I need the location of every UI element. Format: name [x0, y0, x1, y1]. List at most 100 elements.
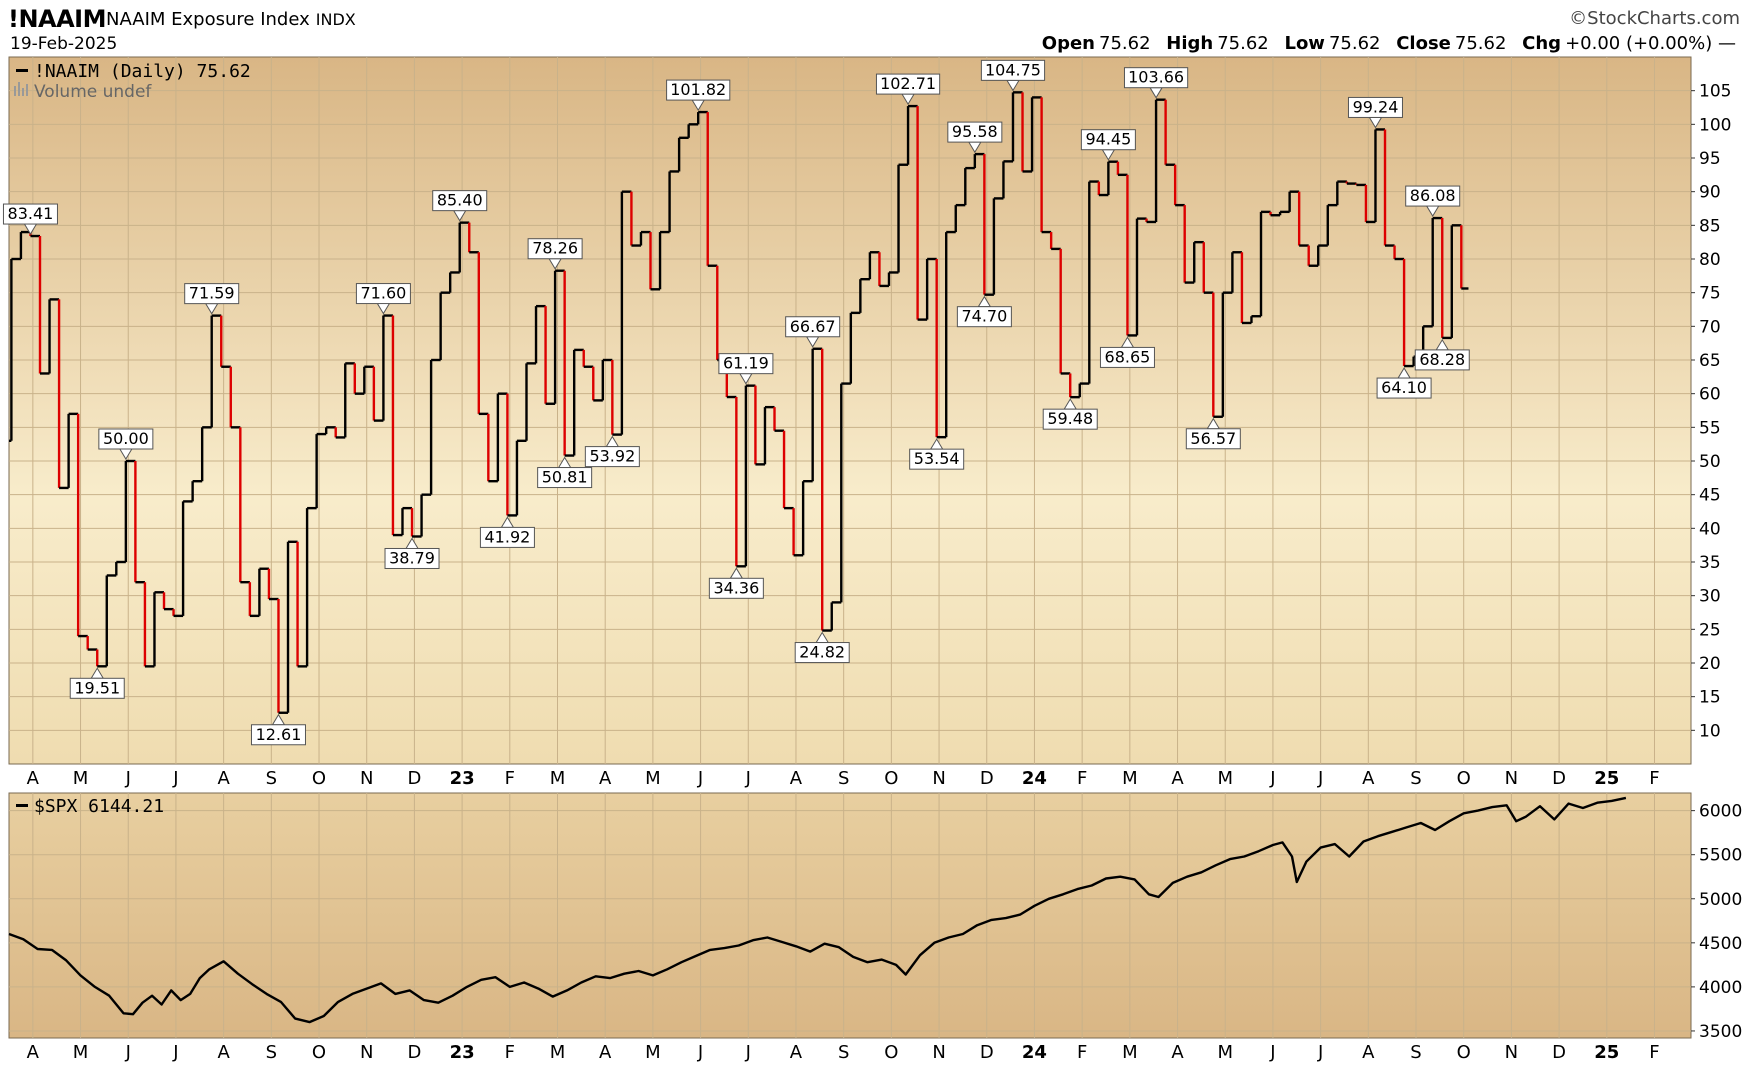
- open-value: 75.62: [1099, 33, 1151, 54]
- annotation-label: 64.10: [1381, 378, 1427, 397]
- annotation-box: [584, 446, 640, 468]
- x-tick-label: 23: [450, 1042, 475, 1063]
- x-tick-label: A: [790, 768, 803, 789]
- y-tick-label: 15: [1699, 688, 1721, 708]
- spx-axes: A M J J A S O N D 23 F M A M J J A S O N D 24 F M A M J J A S O N D 25 F 35…: [27, 802, 1743, 1063]
- x-tick-label: A: [1362, 1042, 1375, 1063]
- annotation-box: [1405, 185, 1461, 207]
- y-tick-label: 45: [1699, 486, 1721, 506]
- annotation-box: [1347, 96, 1403, 118]
- annotation-box: [184, 283, 240, 305]
- x-tick-label: M: [550, 1042, 566, 1063]
- x-tick-label: J: [125, 768, 131, 789]
- annotation-box: [947, 121, 1003, 143]
- legend-line-icon: [16, 69, 28, 72]
- x-tick-label: D: [1552, 1042, 1566, 1063]
- annotation-box: [785, 316, 841, 338]
- annotation-box: [1414, 349, 1470, 371]
- annotation-box: [875, 73, 941, 95]
- annotation-label: 104.75: [985, 60, 1041, 79]
- spx-grid: [9, 793, 1691, 1038]
- volume-bar-icon: [26, 84, 28, 96]
- x-tick-label: S: [838, 768, 849, 789]
- annotation-label: 101.82: [670, 80, 726, 99]
- chart-date: 19-Feb-2025: [10, 34, 118, 54]
- x-tick-label: 23: [450, 768, 475, 789]
- x-tick-label: S: [266, 1042, 277, 1063]
- x-tick-label: O: [1457, 1042, 1471, 1063]
- low-label: Low: [1284, 33, 1325, 54]
- low-value: 75.62: [1328, 33, 1381, 54]
- annotation-label: 95.58: [952, 122, 998, 141]
- x-tick-label: M: [1217, 768, 1233, 789]
- y-tick-label: 50: [1699, 452, 1721, 472]
- x-tick-label: N: [360, 768, 373, 789]
- x-tick-label: 24: [1022, 768, 1047, 789]
- x-tick-label: F: [1077, 768, 1087, 789]
- annotation-label: 74.70: [961, 307, 1007, 326]
- annotation-box: [1080, 129, 1136, 151]
- annotation-box: [527, 238, 583, 260]
- x-tick-label: O: [884, 1042, 898, 1063]
- naaim-legend-text: !NAAIM (Daily) 75.62: [34, 61, 251, 82]
- annotation-label: 53.54: [914, 449, 960, 468]
- x-tick-label: J: [1317, 768, 1323, 789]
- annotation-box: [355, 283, 411, 305]
- x-tick-label: J: [1317, 1042, 1323, 1063]
- x-tick-label: J: [697, 1042, 703, 1063]
- annotation-box: [2, 203, 58, 225]
- volume-bar-icon: [14, 86, 16, 96]
- exchange-label: INDX: [315, 10, 356, 29]
- y-tick-label: 30: [1699, 587, 1721, 607]
- y-tick-label: 100: [1699, 115, 1731, 135]
- x-tick-label: N: [1505, 1042, 1518, 1063]
- y-tick-label: 65: [1699, 351, 1721, 371]
- annotation-label: 71.60: [361, 284, 407, 303]
- annotation-label: 99.24: [1353, 97, 1399, 116]
- index-description: NAAIM Exposure Index INDX: [106, 9, 356, 30]
- annotation-label: 83.41: [8, 204, 54, 223]
- annotation-label: 34.36: [713, 578, 759, 597]
- x-tick-label: A: [217, 768, 230, 789]
- x-tick-label: M: [645, 1042, 661, 1063]
- x-tick-label: N: [932, 768, 945, 789]
- annotation-label: 56.57: [1190, 429, 1236, 448]
- x-tick-label: J: [745, 1042, 751, 1063]
- spx-plot: [8, 796, 1627, 1024]
- annotation-label: 50.81: [542, 468, 588, 487]
- x-tick-label: S: [838, 1042, 849, 1063]
- x-tick-label: M: [1217, 1042, 1233, 1063]
- annotation-label: 85.40: [437, 191, 483, 210]
- x-tick-label: N: [932, 1042, 945, 1063]
- annotation-label: 103.66: [1128, 68, 1184, 87]
- annotation-box: [708, 577, 764, 599]
- annotation-label: 19.51: [74, 678, 120, 697]
- x-tick-label: O: [1457, 768, 1471, 789]
- x-tick-label: J: [125, 1042, 131, 1063]
- annotation-box: [1376, 377, 1432, 399]
- annotation-box: [666, 79, 731, 101]
- x-tick-label: O: [884, 768, 898, 789]
- x-tick-label: F: [505, 768, 515, 789]
- annotation-label: 53.92: [589, 447, 635, 466]
- annotation-box: [98, 428, 154, 450]
- y-tick-label: 4000: [1699, 978, 1742, 998]
- annotation-label: 59.48: [1047, 409, 1093, 428]
- annotation-box: [1042, 408, 1098, 430]
- annotation-label: 61.19: [723, 354, 769, 373]
- x-tick-label: J: [172, 1042, 178, 1063]
- x-tick-label: A: [599, 1042, 612, 1063]
- y-tick-label: 35: [1699, 553, 1721, 573]
- annotation-box: [1185, 428, 1241, 450]
- x-tick-label: M: [73, 768, 89, 789]
- volume-bar-icon: [22, 88, 24, 96]
- x-tick-label: D: [407, 1042, 421, 1063]
- y-tick-label: 70: [1699, 317, 1721, 337]
- x-tick-label: O: [312, 1042, 326, 1063]
- close-label: Close: [1396, 33, 1451, 54]
- naaim-axes: A M J J A S O N D 23 F M A M J J A S O N D 24 F M A M J J A S O N D 25 F 10…: [27, 82, 1732, 789]
- annotation-box: [479, 526, 535, 548]
- annotation-box: [537, 467, 593, 489]
- x-tick-label: M: [73, 1042, 89, 1063]
